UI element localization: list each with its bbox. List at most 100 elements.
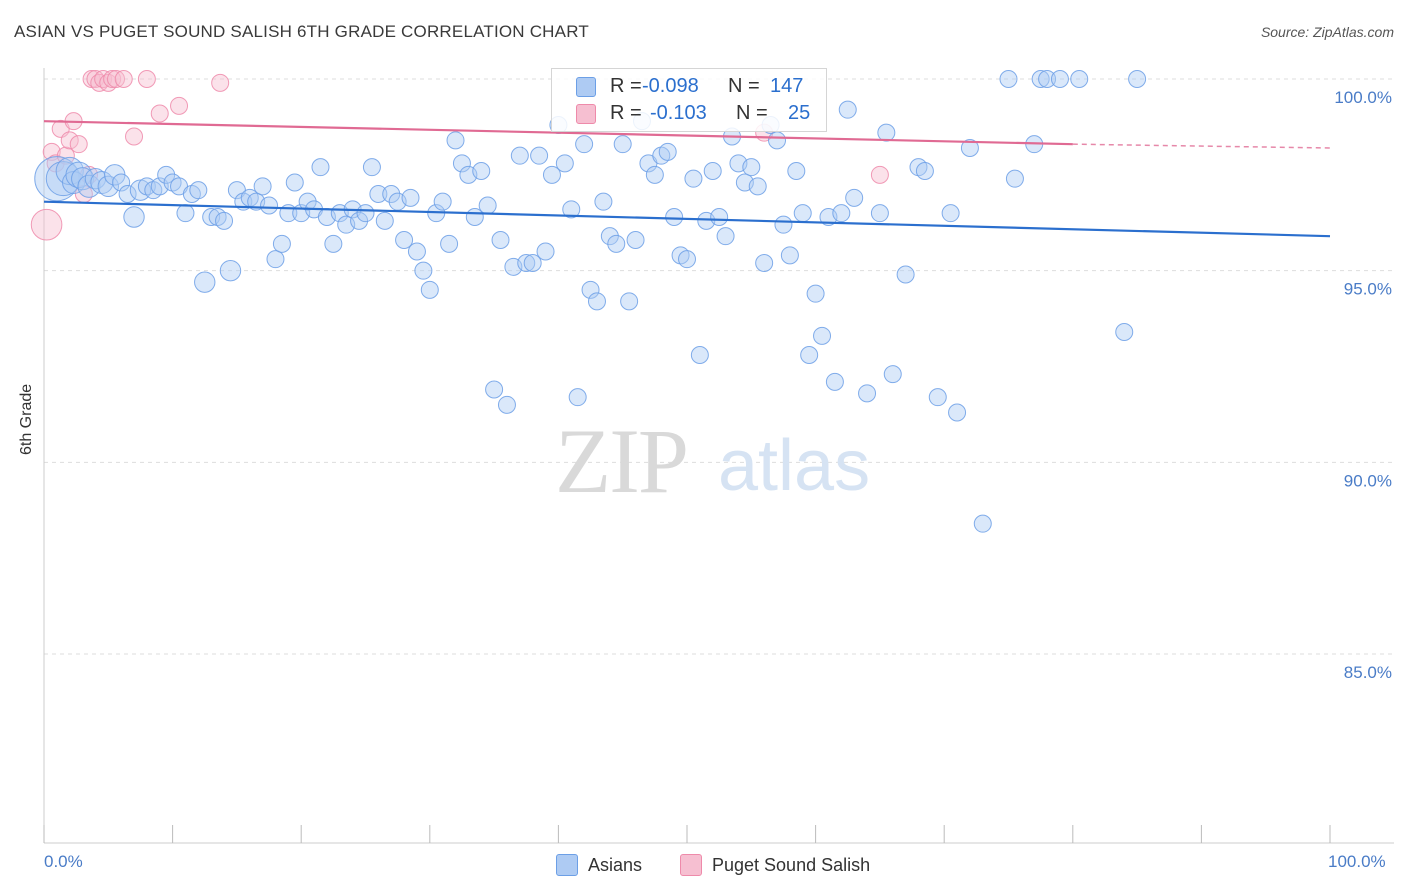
asian-point (678, 250, 696, 269)
asian-point (858, 384, 877, 403)
asian-point (253, 177, 272, 196)
puget-point (107, 70, 126, 88)
y-tick-label: 100.0% (1334, 88, 1392, 107)
asian-point (716, 227, 735, 246)
puget-point (125, 127, 144, 146)
asian-point (575, 135, 594, 154)
asian-point (780, 246, 799, 265)
trend-lines (43, 120, 1331, 238)
asian-point (452, 154, 471, 173)
asian-point (420, 280, 439, 299)
asian-point (838, 100, 857, 119)
puget-n-value: 25 (788, 102, 811, 124)
asian-point (1038, 70, 1057, 88)
asian-point (157, 165, 176, 184)
asian-point (1050, 70, 1069, 88)
asian-point (356, 204, 375, 223)
series-legend: Asians Puget Sound Salish (0, 850, 1406, 880)
legend-item-puget[interactable]: Puget Sound Salish (680, 854, 870, 876)
puget-r-value: -0.103 (650, 102, 707, 124)
asian-point (176, 204, 195, 223)
asian-point (395, 231, 414, 249)
puget-point (870, 165, 889, 184)
asian-point (742, 158, 761, 177)
asian-point (129, 179, 152, 201)
asian-point (542, 165, 561, 184)
asians-r-label: R = (610, 75, 642, 97)
puget-r-label: R = (610, 102, 642, 124)
asian-point (915, 162, 934, 180)
legend-swatch-asians (556, 854, 578, 876)
asian-point (1031, 70, 1050, 88)
legend-label-puget: Puget Sound Salish (712, 854, 871, 875)
asian-point (800, 346, 819, 364)
asian-point (973, 514, 992, 533)
puget-point (211, 73, 230, 92)
asian-point (189, 181, 208, 200)
asian-point (55, 156, 84, 186)
asian-point (523, 254, 542, 272)
legend-item-asians[interactable]: Asians (556, 854, 642, 876)
asians-points (34, 70, 1147, 533)
asian-point (71, 167, 95, 191)
puget-point (114, 70, 133, 88)
asian-point (883, 365, 902, 384)
watermark-zip: ZIP (555, 410, 687, 512)
puget-point (69, 135, 88, 154)
asian-point (665, 208, 684, 226)
x-tick-label-min: 0.0% (44, 852, 83, 871)
asians-n-value: 147 (770, 75, 804, 97)
source-note: Source: ZipAtlas.com (1260, 24, 1394, 40)
asian-point (658, 142, 677, 161)
asian-point (510, 146, 529, 165)
puget-n-label: N = (736, 102, 768, 124)
asian-point (581, 280, 600, 299)
asian-point (832, 204, 851, 223)
asian-point (960, 139, 979, 157)
asian-point (941, 204, 960, 223)
asian-point (215, 211, 234, 230)
asian-point (401, 188, 420, 207)
asian-point (194, 271, 216, 293)
asian-point (266, 250, 285, 269)
asian-point (626, 231, 645, 249)
asian-point (517, 254, 536, 272)
puget-sound-salish-points (30, 70, 889, 241)
asian-point (382, 185, 401, 203)
puget-point (60, 131, 79, 150)
asian-point (260, 196, 279, 215)
asians-trend-line (43, 200, 1331, 238)
asian-point (613, 135, 632, 154)
asian-point (684, 169, 703, 188)
asian-point (472, 162, 491, 180)
stats-legend: R = -0.098 N = 147 R = -0.103 N = 25 (551, 68, 827, 132)
asian-point (813, 326, 832, 345)
asians-n-label: N = (728, 75, 760, 97)
asian-point (1070, 70, 1089, 88)
asian-point (350, 211, 369, 230)
asian-point (710, 208, 729, 226)
asian-point (690, 346, 709, 364)
puget-point (137, 70, 156, 88)
asian-point (324, 234, 343, 253)
asian-point (440, 234, 459, 253)
asian-point (272, 234, 291, 253)
asian-point (97, 175, 120, 198)
asian-point (587, 292, 606, 311)
asian-point (748, 177, 767, 196)
asian-point (845, 188, 864, 207)
asian-point (948, 403, 967, 422)
puget-point (30, 208, 63, 241)
asian-point (485, 380, 504, 399)
asian-point (825, 372, 844, 391)
asian-point (896, 265, 915, 284)
asian-point (999, 70, 1018, 88)
chart-title: ASIAN VS PUGET SOUND SALISH 6TH GRADE CO… (14, 22, 589, 41)
asian-point (594, 192, 613, 211)
y-tick-labels: 100.0% 95.0% 90.0% 85.0% (1334, 88, 1392, 682)
puget-swatch (576, 103, 596, 124)
asian-point (497, 395, 516, 414)
asians-r-value: -0.098 (642, 75, 699, 97)
x-tick-label-max: 100.0% (1328, 852, 1386, 871)
legend-label-asians: Asians (588, 854, 643, 875)
